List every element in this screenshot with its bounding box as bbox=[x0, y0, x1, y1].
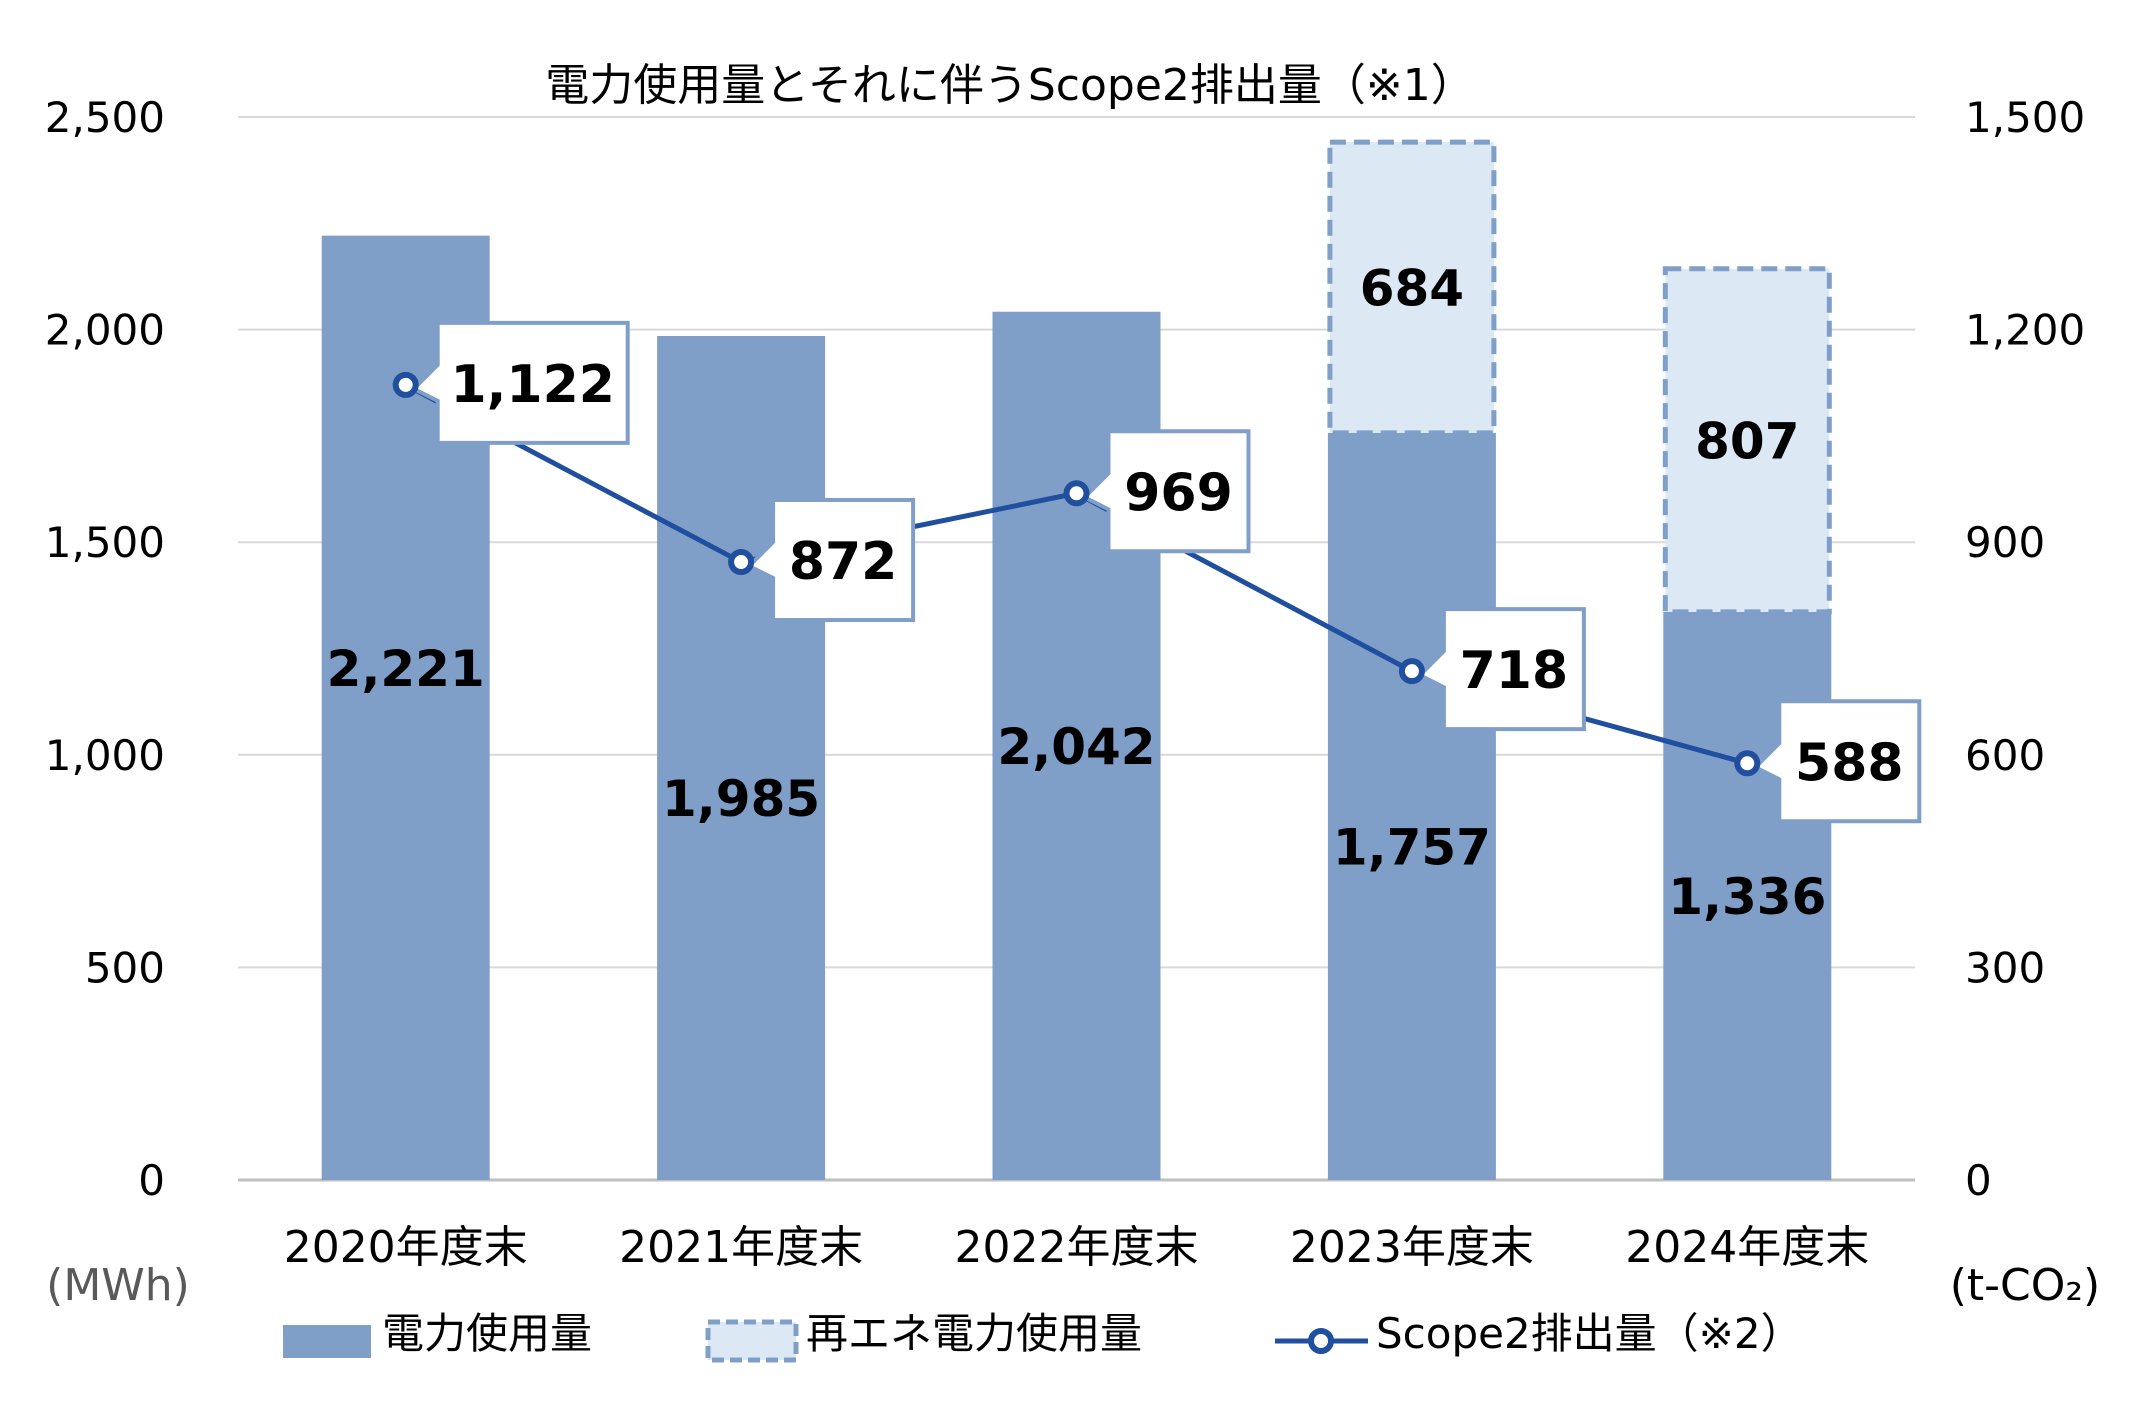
right-tick-label: 1,500 bbox=[1965, 93, 2085, 142]
scope2-point-label: 718 bbox=[1460, 641, 1569, 701]
bar-electricity bbox=[1327, 432, 1496, 1181]
bar-labels: 2,221 1,985 2,042 1,757 1,336 684 807 bbox=[327, 260, 1827, 926]
left-tick-label: 500 bbox=[85, 943, 165, 992]
left-tick-label: 1,000 bbox=[45, 731, 165, 780]
scope2-point bbox=[1063, 480, 1090, 507]
left-axis-ticks: 0 500 1,000 1,500 2,000 2,500 bbox=[45, 93, 165, 1205]
scope2-point-label: 872 bbox=[789, 532, 898, 592]
right-tick-label: 1,200 bbox=[1965, 306, 2085, 355]
legend: 電力使用量 再エネ電力使用量 Scope2排出量（※2） bbox=[283, 1309, 1803, 1363]
bar-electricity-label: 1,985 bbox=[662, 770, 820, 828]
left-tick-label: 0 bbox=[138, 1156, 165, 1205]
legend-swatch-renewable bbox=[705, 1319, 799, 1363]
bar-renewable-label: 684 bbox=[1360, 260, 1464, 318]
bar-renewable-label: 807 bbox=[1695, 412, 1799, 470]
category-labels: 2020年度末 2021年度末 2022年度末 2023年度末 2024年度末 bbox=[284, 1222, 1870, 1273]
right-tick-label: 300 bbox=[1965, 943, 2045, 992]
left-tick-label: 2,500 bbox=[45, 93, 165, 142]
bar-electricity-label: 2,221 bbox=[327, 640, 485, 698]
bar-electricity-label: 1,757 bbox=[1333, 818, 1491, 876]
scope2-point bbox=[392, 371, 419, 398]
legend-swatch-electricity bbox=[283, 1325, 371, 1358]
category-label: 2021年度末 bbox=[619, 1222, 863, 1273]
bar-renewable bbox=[1327, 139, 1497, 436]
category-label: 2022年度末 bbox=[955, 1222, 1199, 1273]
right-tick-label: 0 bbox=[1965, 1156, 1992, 1205]
category-label: 2024年度末 bbox=[1625, 1222, 1869, 1273]
legend-label-electricity: 電力使用量 bbox=[382, 1309, 592, 1358]
bar-electricity bbox=[657, 335, 826, 1180]
bars bbox=[321, 139, 1832, 1181]
scope2-point-label: 588 bbox=[1795, 733, 1904, 793]
left-tick-label: 2,000 bbox=[45, 306, 165, 355]
point-callout-box bbox=[1751, 699, 1922, 824]
scope2-point bbox=[728, 549, 755, 576]
point-callout-box bbox=[745, 498, 916, 623]
scope2-point-label: 1,122 bbox=[450, 355, 614, 415]
bar-electricity-label: 2,042 bbox=[997, 718, 1155, 776]
left-axis-unit: (MWh) bbox=[46, 1260, 190, 1311]
right-tick-label: 600 bbox=[1965, 731, 2045, 780]
scope2-point bbox=[1734, 750, 1761, 777]
category-label: 2020年度末 bbox=[284, 1222, 528, 1273]
point-callouts: 1,122 872 969 718 588 bbox=[392, 320, 1922, 824]
left-tick-label: 1,500 bbox=[45, 518, 165, 567]
right-tick-label: 900 bbox=[1965, 518, 2045, 567]
right-axis-unit: (t-CO₂) bbox=[1950, 1260, 2100, 1311]
scope2-point-label: 969 bbox=[1124, 463, 1233, 523]
legend-label-scope2: Scope2排出量（※2） bbox=[1376, 1309, 1803, 1358]
point-callout-box bbox=[1416, 607, 1586, 732]
scope2-point bbox=[1398, 658, 1425, 685]
legend-label-renewable: 再エネ電力使用量 bbox=[806, 1309, 1142, 1358]
bar-electricity-label: 1,336 bbox=[1668, 868, 1826, 926]
point-callout-box bbox=[1081, 429, 1251, 554]
category-label: 2023年度末 bbox=[1290, 1222, 1534, 1273]
chart-title: 電力使用量とそれに伴うScope2排出量（※1） bbox=[545, 60, 1475, 111]
bar-renewable bbox=[1662, 266, 1832, 615]
point-callout-box bbox=[410, 320, 630, 445]
right-axis-ticks: 0 300 600 900 1,200 1,500 bbox=[1965, 93, 2085, 1205]
legend-swatch-scope2-marker bbox=[1308, 1328, 1334, 1354]
